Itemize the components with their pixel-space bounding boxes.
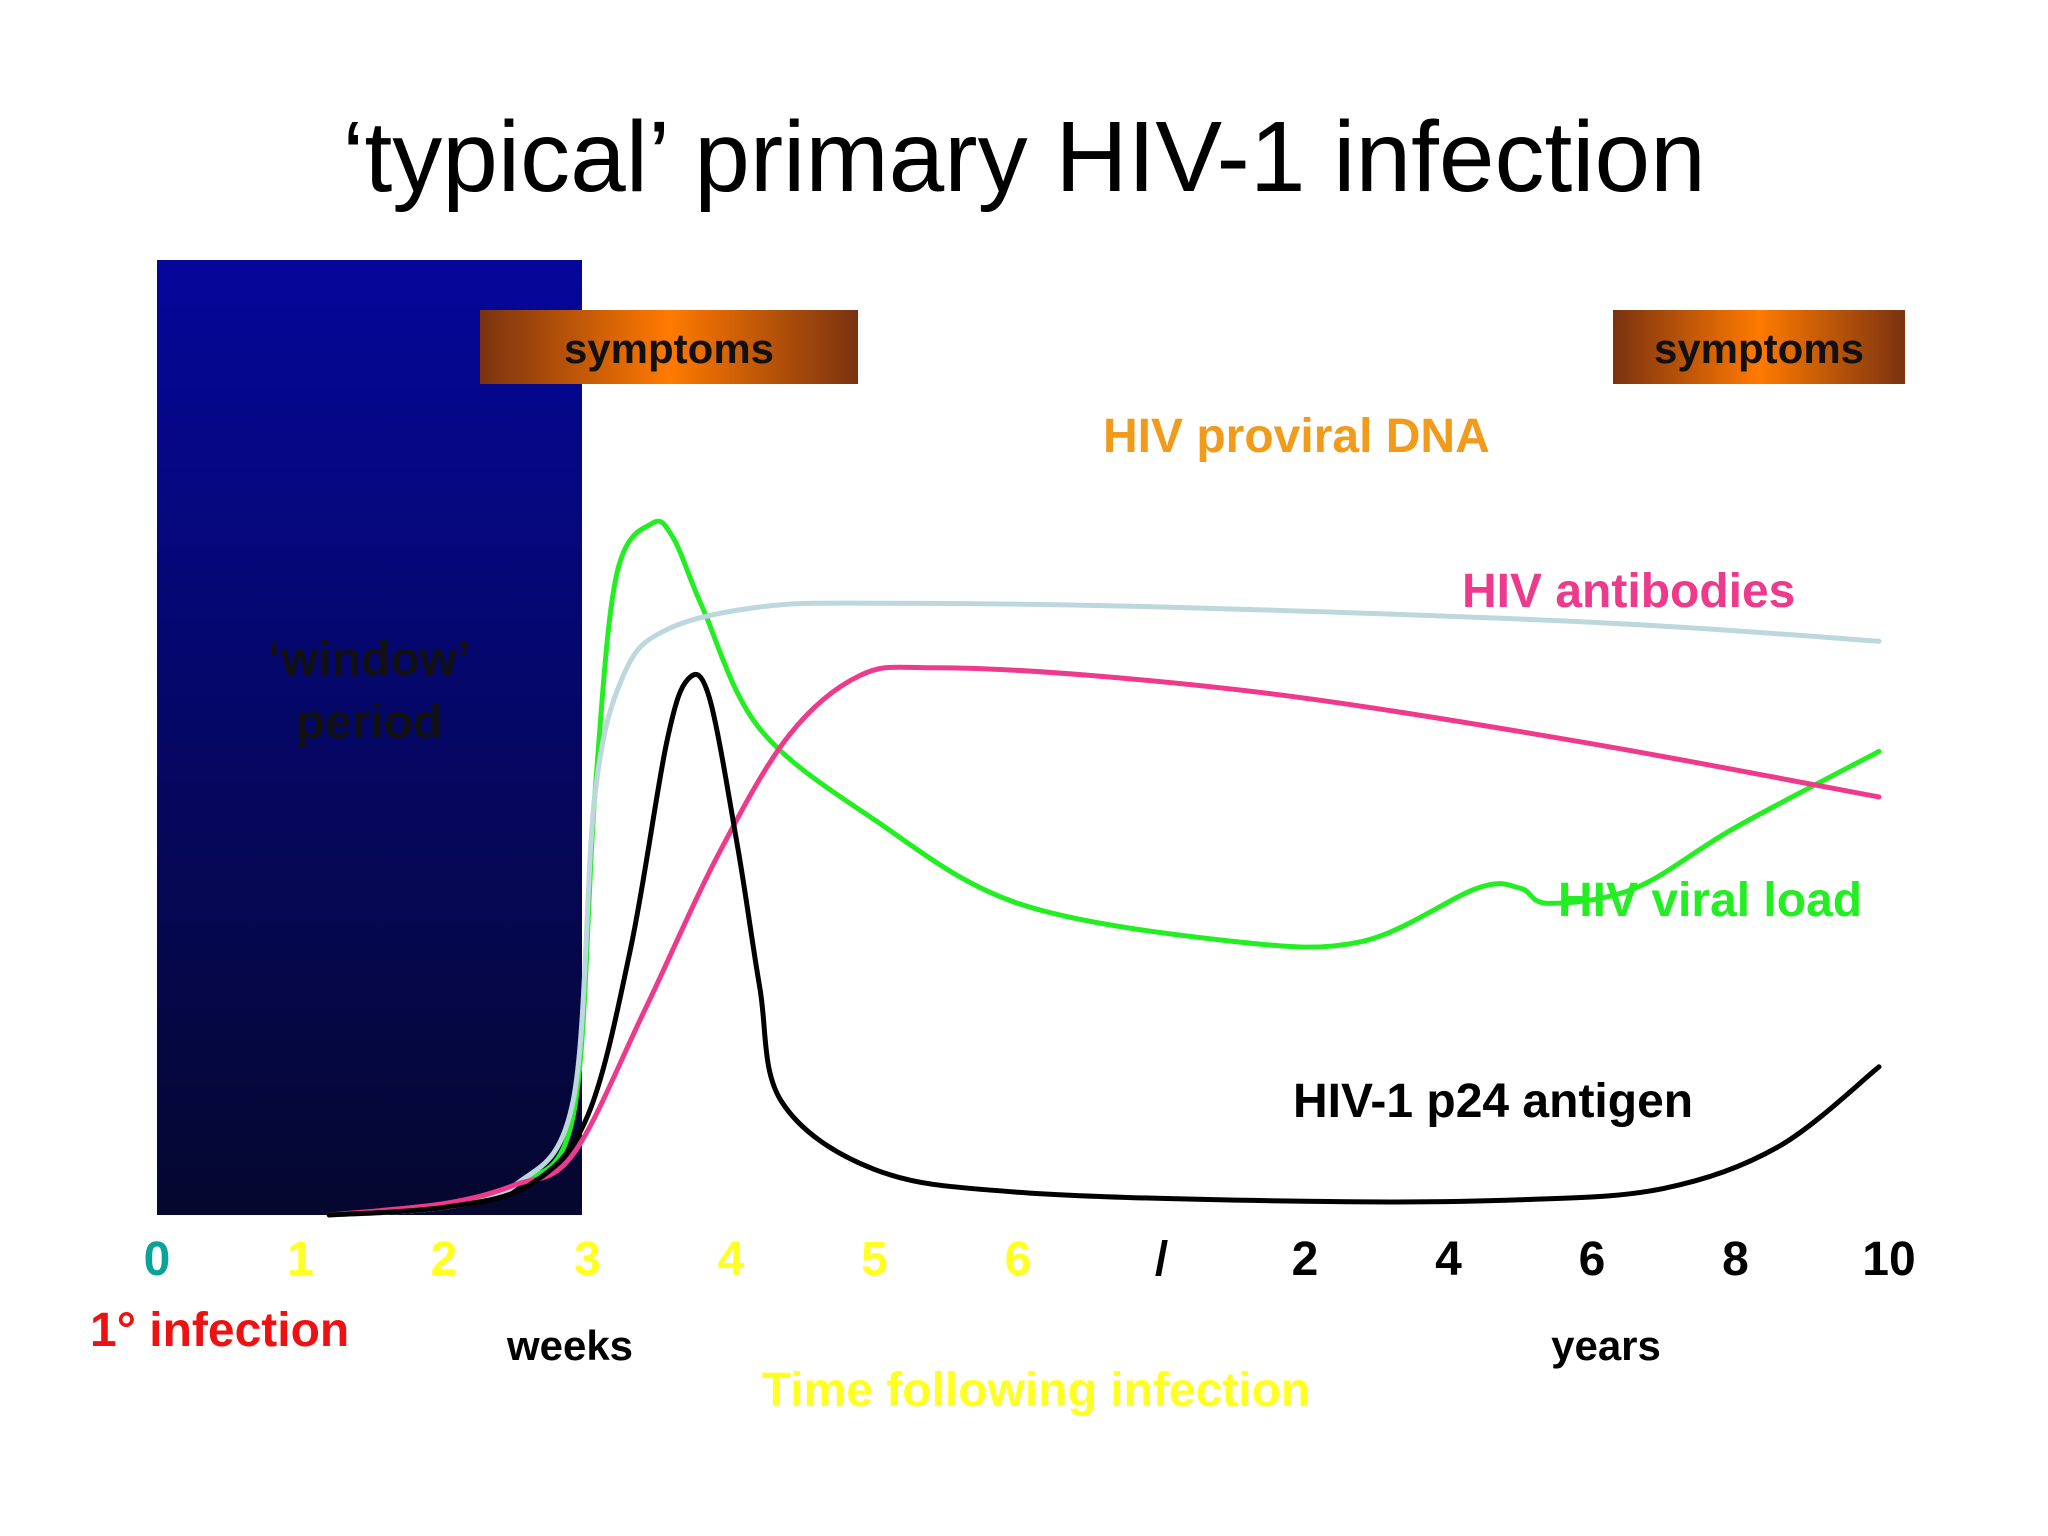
chart-title: ‘typical’ primary HIV-1 infection <box>342 101 1706 213</box>
proviral-dna-label: HIV proviral DNA <box>1103 410 1490 463</box>
x-tick-label: 5 <box>861 1233 888 1286</box>
x-tick-label: 4 <box>1435 1233 1462 1286</box>
years-label: years <box>1551 1322 1661 1369</box>
x-tick-label: 1 <box>287 1233 314 1286</box>
x-axis-label: Time following infection <box>762 1364 1310 1417</box>
x-tick-label: 0 <box>144 1233 171 1286</box>
series-line-proviral-dna <box>326 600 1882 1218</box>
series-line-p24 <box>326 671 1882 1218</box>
antibodies-label: HIV antibodies <box>1462 565 1795 618</box>
x-tick-label: 2 <box>431 1233 458 1286</box>
viral-load-label: HIV viral load <box>1558 874 1862 927</box>
window-label-line2: period <box>296 696 443 749</box>
symptoms-bar-late <box>1613 310 1905 384</box>
symptoms-label-early: symptoms <box>564 325 774 372</box>
p24-antigen-label: HIV-1 p24 antigen <box>1293 1075 1693 1128</box>
window-period-region <box>157 260 582 1215</box>
x-tick-label: 10 <box>1862 1233 1915 1286</box>
weeks-label: weeks <box>506 1322 633 1369</box>
symptoms-label-late: symptoms <box>1654 325 1864 372</box>
window-label-line1: ‘window’ <box>268 633 471 686</box>
x-tick-label: 8 <box>1722 1233 1749 1286</box>
x-tick-label: / <box>1155 1233 1168 1286</box>
x-tick-label: 4 <box>718 1233 745 1286</box>
x-tick-label: 6 <box>1579 1233 1606 1286</box>
x-tick-label: 3 <box>574 1233 601 1286</box>
infection-label: 1° infection <box>90 1304 349 1357</box>
x-tick-label: 6 <box>1005 1233 1032 1286</box>
x-tick-label: 2 <box>1292 1233 1319 1286</box>
symptoms-bar-early <box>480 310 858 384</box>
